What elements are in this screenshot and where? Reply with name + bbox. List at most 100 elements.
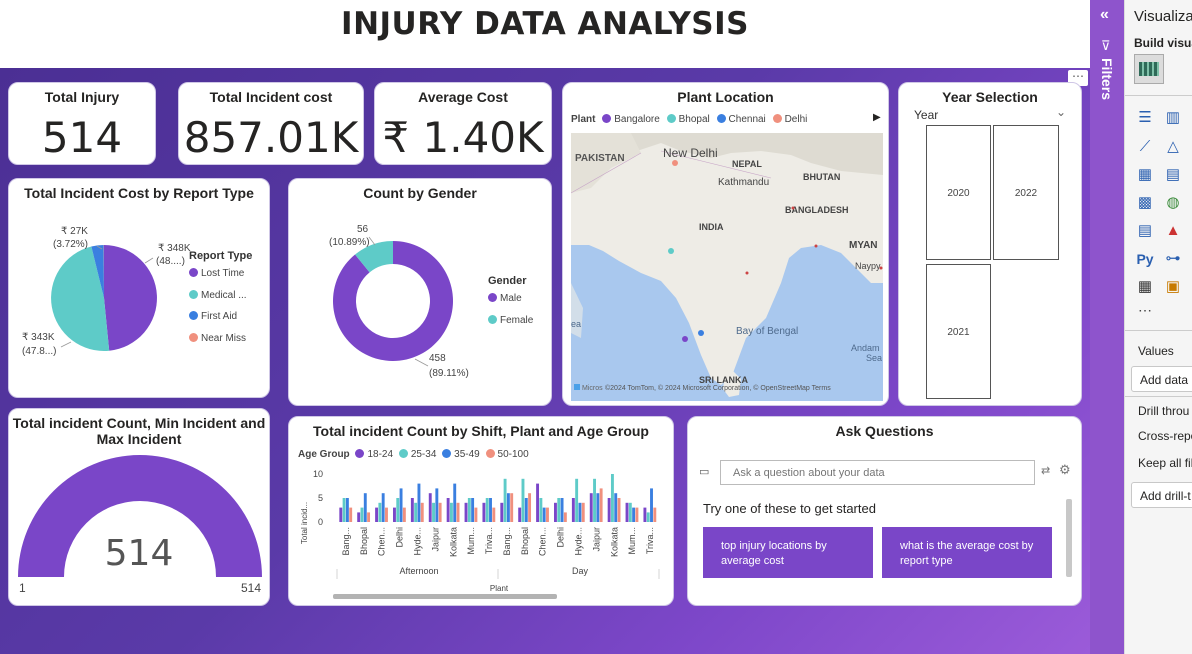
bar[interactable] [428, 493, 432, 522]
add-data-well[interactable]: Add data [1131, 366, 1192, 392]
keep-all-filters-toggle[interactable]: Keep all fil [1138, 456, 1192, 470]
bar[interactable] [456, 502, 460, 522]
bar[interactable] [342, 498, 346, 522]
bar[interactable] [385, 507, 388, 522]
bar[interactable] [614, 493, 618, 522]
bar[interactable] [617, 498, 621, 522]
legend-item[interactable]: 25-34 [396, 449, 436, 460]
bar[interactable] [471, 498, 475, 522]
bar[interactable] [632, 507, 636, 522]
bar[interactable] [410, 498, 414, 522]
pie-slice[interactable] [104, 245, 157, 351]
line-chart-icon[interactable]: ⟋ [1139, 138, 1151, 155]
bar[interactable] [414, 502, 418, 522]
card-visual-icon[interactable]: ▣ [1165, 278, 1181, 295]
bar[interactable] [438, 502, 442, 522]
ribbon-chart-icon[interactable]: ▤ [1165, 166, 1181, 183]
bar[interactable] [482, 502, 486, 522]
india-map[interactable] [571, 133, 883, 401]
bar[interactable] [578, 502, 582, 522]
bar[interactable] [546, 507, 549, 522]
kpi-icon[interactable]: ▲ [1165, 222, 1181, 239]
legend-item[interactable]: 35-49 [439, 449, 480, 460]
bar[interactable] [396, 498, 400, 522]
bar[interactable] [378, 502, 382, 522]
table-icon[interactable]: ▤ [1137, 222, 1153, 239]
ask-questions-card[interactable]: Ask Questions ▭ ⇄ ⚙ Try one of these to … [687, 416, 1082, 606]
bar[interactable] [467, 498, 471, 522]
bar[interactable] [345, 498, 349, 522]
stacked-bar-chart-icon[interactable]: ☰ [1138, 109, 1152, 126]
bar[interactable] [375, 507, 379, 522]
bar[interactable] [500, 502, 504, 522]
kpi-total-incident-cost[interactable]: Total Incident cost 857.01K [178, 82, 364, 165]
plant-location-map-card[interactable]: Plant Location Plant Bangalore Bhopal Ch… [562, 82, 889, 406]
bar[interactable] [528, 493, 532, 522]
bar[interactable] [628, 502, 632, 522]
shift-plant-age-chart-card[interactable]: Total incident Count by Shift, Plant and… [288, 416, 674, 606]
bar[interactable] [510, 493, 514, 522]
incident-gauge-card[interactable]: Total incident Count, Min Incident and M… [8, 408, 270, 606]
bar[interactable] [393, 507, 396, 522]
bar[interactable] [489, 498, 492, 522]
bar[interactable] [599, 488, 603, 522]
kpi-total-injury[interactable]: Total Injury 514 [8, 82, 156, 165]
bar[interactable] [402, 507, 406, 522]
pie-slice[interactable] [51, 246, 110, 351]
bar[interactable] [560, 498, 564, 522]
bar[interactable] [435, 488, 439, 522]
cross-report-toggle[interactable]: Cross-repo [1138, 429, 1192, 443]
qa-suggestion-button[interactable]: top injury locations by average cost [703, 527, 873, 578]
bar[interactable] [446, 498, 450, 522]
vertical-scrollbar[interactable] [1066, 499, 1072, 577]
legend-next-arrow-icon[interactable]: ▶ [873, 112, 881, 123]
bar[interactable] [539, 498, 543, 522]
legend-item-male[interactable]: Male [488, 293, 522, 304]
legend-item[interactable]: 18-24 [352, 449, 393, 460]
legend-item-first-aid[interactable]: First Aid [189, 311, 237, 322]
bar[interactable] [563, 512, 567, 522]
bar[interactable] [420, 502, 424, 522]
year-tile-2022[interactable]: 2022 [993, 125, 1059, 260]
map-attribution[interactable]: ©2024 TomTom, © 2024 Microsoft Corporati… [605, 385, 831, 392]
bar[interactable] [339, 507, 343, 522]
legend-item-medical[interactable]: Medical ... [189, 290, 247, 301]
bar[interactable] [596, 493, 600, 522]
legend-item-female[interactable]: Female [488, 315, 533, 326]
bar[interactable] [399, 488, 403, 522]
bar[interactable] [503, 478, 507, 522]
legend-item-near-miss[interactable]: Near Miss [189, 333, 246, 344]
pie-slice[interactable] [333, 241, 454, 361]
more-visuals-icon[interactable]: ⋯ [1138, 302, 1152, 318]
bar[interactable] [635, 507, 639, 522]
pie-slice[interactable] [355, 241, 393, 273]
bar[interactable] [521, 478, 525, 522]
bar[interactable] [653, 507, 657, 522]
bar[interactable] [449, 502, 453, 522]
kpi-average-cost[interactable]: Average Cost ₹ 1.40K [374, 82, 552, 165]
python-visual-icon[interactable]: Py [1136, 251, 1154, 267]
gender-donut-card[interactable]: Count by Gender 56 (10.89%) 458 (89.11%)… [288, 178, 552, 406]
legend-item-chennai[interactable]: Chennai [713, 114, 766, 125]
bar[interactable] [453, 483, 457, 522]
collapse-chevron-icon[interactable]: « [1100, 6, 1109, 23]
clustered-column-chart-icon[interactable]: ▥ [1165, 109, 1181, 126]
bar[interactable] [557, 498, 561, 522]
bar[interactable] [575, 478, 579, 522]
filters-pane-collapsed[interactable]: « ⊽ Filters [1090, 0, 1124, 654]
bar[interactable] [581, 502, 585, 522]
line-column-chart-icon[interactable]: ▦ [1137, 166, 1153, 183]
legend-item-bhopal[interactable]: Bhopal [663, 114, 710, 125]
legend-item-bangalore[interactable]: Bangalore [598, 114, 660, 125]
bar[interactable] [554, 502, 557, 522]
bar[interactable] [492, 507, 496, 522]
area-chart-icon[interactable]: △ [1167, 138, 1179, 155]
report-type-pie-card[interactable]: Total Incident Cost by Report Type ₹ 27K… [8, 178, 270, 398]
bar[interactable] [485, 498, 489, 522]
bar[interactable] [432, 502, 435, 522]
bar[interactable] [625, 502, 629, 522]
paginated-report-icon[interactable]: ▦ [1137, 278, 1153, 295]
bar[interactable] [464, 502, 468, 522]
treemap-icon[interactable]: ▩ [1137, 194, 1153, 211]
year-tile-2021[interactable]: 2021 [926, 264, 991, 399]
